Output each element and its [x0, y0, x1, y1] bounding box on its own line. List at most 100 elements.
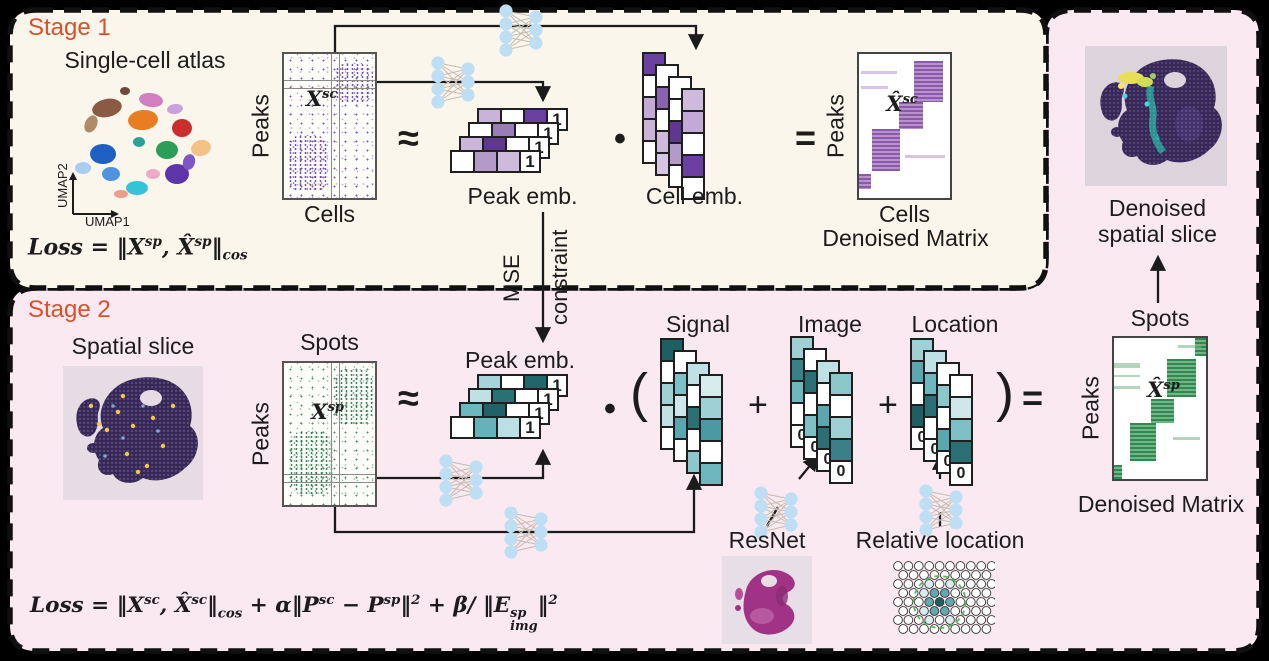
matrix-block	[1150, 398, 1174, 423]
location-label: Location	[911, 311, 999, 337]
spot-circle	[971, 570, 981, 580]
denoised-spatial-slice-image	[1085, 46, 1227, 186]
denoised-spatial-slice-caption: Denoised spatial slice	[1075, 195, 1240, 248]
resnet-label: ResNet	[728, 527, 806, 553]
spot-circle	[893, 561, 903, 571]
spot-circle	[955, 579, 966, 589]
embedding-cell	[949, 440, 973, 464]
zero-cell: 0	[829, 460, 853, 484]
peak-embedding-layer: 1	[450, 416, 541, 439]
close-paren: )	[996, 363, 1014, 423]
spot-circle	[955, 561, 966, 571]
arrow-xsp-to-signal	[333, 473, 703, 534]
spot-circle	[898, 570, 909, 580]
xsp-hat-matrix: X̂sp	[1112, 336, 1208, 481]
spot-circle	[971, 624, 981, 634]
spot-circle	[965, 561, 976, 571]
spot-circle	[971, 588, 981, 598]
matrix-block	[1167, 359, 1196, 398]
stage1-loss-equation: Loss = ‖Xsp, X̂sp‖cos	[28, 234, 248, 264]
embedding-column: 0	[829, 372, 853, 484]
umap1-axis-label: UMAP1	[85, 214, 130, 228]
xsc-cluster-top-right	[334, 62, 374, 103]
dot-product-symbol-stage1: •	[614, 120, 626, 158]
matrix-block	[860, 71, 898, 75]
spot-circle	[981, 570, 992, 580]
matrix-block	[1114, 374, 1140, 378]
spot-circle	[981, 624, 992, 634]
spot-circle	[986, 561, 995, 571]
embedding-cell	[699, 418, 723, 442]
xsp-cols-label: Spots	[300, 329, 359, 355]
xsp-rows-label: Peaks	[247, 402, 274, 466]
spot-circle	[919, 588, 929, 598]
xsp-hat-rows-label: Peaks	[1077, 376, 1104, 441]
embedding-cell	[681, 132, 705, 156]
embedding-cell	[681, 110, 705, 134]
matrix-block	[899, 101, 923, 129]
embedding-column	[655, 64, 679, 176]
image-label: Image	[798, 311, 862, 337]
xsp-matrix-name: Xsp	[311, 398, 345, 424]
spot-circle	[919, 570, 929, 580]
xsc-hat-matrix-name: X̂sc	[886, 91, 918, 117]
spot-circle	[913, 597, 924, 607]
embedding-cell	[473, 416, 498, 439]
umap-axes	[69, 172, 119, 218]
spot-circle	[986, 615, 995, 625]
neural-network-icon	[424, 55, 482, 109]
spot-circle	[893, 597, 903, 607]
spot-circle	[939, 624, 950, 634]
spot-circle	[950, 570, 961, 580]
plus-symbol-2: +	[878, 386, 898, 424]
spot-circle	[965, 615, 976, 625]
cell-embedding-label: Cell emb.	[645, 183, 744, 209]
hex-grid-image	[893, 561, 995, 634]
embedding-column	[681, 88, 705, 200]
spot-circle	[929, 606, 940, 616]
matrix-block	[1114, 363, 1140, 368]
embedding-cell	[450, 416, 475, 439]
spot-circle	[945, 597, 955, 607]
peak-embedding-layer: 1	[450, 150, 541, 173]
spot-circle	[908, 570, 919, 580]
xsp-matrix: Xsp	[282, 361, 377, 507]
spot-circle	[960, 570, 971, 580]
embedding-cell	[496, 416, 521, 439]
peak-embedding-label-stage2: Peak emb.	[465, 347, 575, 373]
neighborhood-ring	[912, 575, 967, 629]
matrix-block	[1129, 422, 1157, 461]
umap-clusters	[75, 87, 211, 198]
spot-circle	[919, 624, 929, 634]
matrix-block	[1114, 385, 1140, 389]
approx-symbol-stage1: ≈	[398, 118, 419, 160]
one-cell: 1	[519, 150, 541, 173]
spot-circle	[965, 579, 976, 589]
signal-label: Signal	[666, 311, 730, 337]
spot-circle	[934, 561, 945, 571]
spot-circle	[934, 615, 945, 625]
xsc-hat-rows-label: Peaks	[822, 94, 849, 158]
spot-circle	[950, 606, 961, 616]
spot-circle	[986, 597, 995, 607]
spot-circle	[939, 588, 950, 598]
spot-circle	[893, 579, 903, 589]
spot-circle	[898, 624, 909, 634]
matrix-block	[860, 85, 889, 89]
embedding-cell	[829, 372, 853, 396]
embedding-cell	[949, 396, 973, 420]
xsc-highlight-column	[331, 54, 341, 198]
matrix-block	[871, 128, 900, 171]
denoised-matrix-caption-stage1: Denoised Matrix	[822, 225, 989, 251]
embedding-cell	[699, 440, 723, 464]
spot-circle	[945, 561, 955, 571]
equals-symbol-stage1: =	[795, 117, 817, 158]
embedding-cell	[829, 438, 853, 462]
spot-circle	[945, 579, 955, 589]
spot-circle	[950, 624, 961, 634]
embedding-cell	[829, 416, 853, 440]
xsc-hat-cols-label: Cells	[878, 201, 931, 227]
spatial-slice-label: Spatial slice	[71, 333, 195, 359]
stage1-title: Stage 1	[28, 14, 111, 41]
